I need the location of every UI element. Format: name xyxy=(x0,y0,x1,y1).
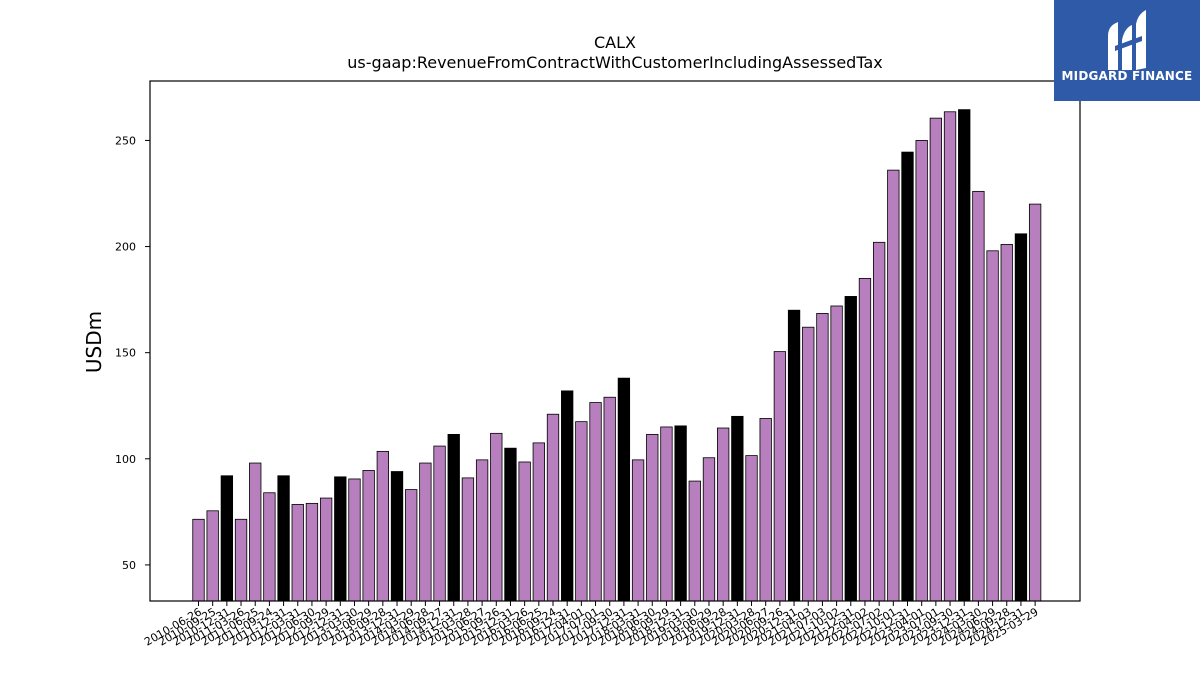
bar-2023-07-01 xyxy=(929,117,943,602)
bar-2013-09-28 xyxy=(376,450,389,602)
bar-2023-09-30 xyxy=(943,111,957,602)
bar-2010-09-25 xyxy=(206,510,219,602)
bar-2013-06-29 xyxy=(362,470,375,602)
bar-2024-03-30 xyxy=(972,190,985,602)
bar-2020-12-31 xyxy=(787,309,801,602)
bar-2010-12-31 xyxy=(220,475,234,602)
bar-2019-03-30 xyxy=(688,480,701,602)
bar-2020-03-28 xyxy=(745,455,758,602)
bar-2014-12-31 xyxy=(447,433,460,602)
bar-2017-07-01 xyxy=(589,402,602,602)
bar-2012-09-29 xyxy=(319,497,333,602)
y-axis-label: USDm xyxy=(82,311,106,373)
bar-2017-12-31 xyxy=(617,377,631,602)
bar-2019-06-29 xyxy=(702,457,716,602)
bar-2014-03-29 xyxy=(405,489,418,602)
bar-2018-09-29 xyxy=(660,426,673,602)
bar-2015-12-31 xyxy=(504,447,517,602)
bar-2025-03-29 xyxy=(1028,203,1042,602)
bar-2021-04-03 xyxy=(802,326,815,602)
bar-2021-07-03 xyxy=(816,313,829,602)
bar-2011-12-31 xyxy=(277,475,290,602)
bar-2015-03-28 xyxy=(461,477,475,602)
midgard-finance-logo: MIDGARD FINANCE xyxy=(1054,0,1200,101)
plot-frame xyxy=(149,80,1081,602)
chart-subtitle: us-gaap:RevenueFromContractWithCustomerI… xyxy=(347,53,882,72)
bar-2018-06-30 xyxy=(646,433,659,602)
bar-2022-10-01 xyxy=(887,169,900,602)
y-tick-label: 150 xyxy=(115,347,136,360)
bar-2022-07-02 xyxy=(872,241,886,602)
bar-2019-09-28 xyxy=(717,427,730,602)
bar-2013-03-30 xyxy=(348,478,361,602)
bar-2016-03-26 xyxy=(518,461,531,602)
bar-2011-09-24 xyxy=(263,492,276,602)
bar-2022-12-31 xyxy=(901,151,914,602)
bar-2017-09-30 xyxy=(603,396,616,602)
y-tick-label: 200 xyxy=(115,241,136,254)
bar-2020-06-27 xyxy=(759,418,772,602)
bar-2019-12-31 xyxy=(731,415,744,602)
bars-group xyxy=(192,109,1042,602)
bar-2021-10-02 xyxy=(830,305,843,602)
bar-2011-03-26 xyxy=(234,518,248,602)
bar-2015-09-26 xyxy=(490,432,503,602)
bar-2018-03-31 xyxy=(631,459,645,602)
bar-2015-06-27 xyxy=(475,459,489,602)
bar-2024-12-31 xyxy=(1014,233,1028,602)
bar-2014-09-27 xyxy=(433,445,446,602)
bar-2012-12-31 xyxy=(334,476,347,602)
bar-2010-06-26 xyxy=(192,518,205,602)
bar-2016-06-25 xyxy=(532,442,545,602)
bar-2012-06-30 xyxy=(305,502,319,602)
bar-2017-04-01 xyxy=(575,421,588,602)
bar-2018-12-31 xyxy=(674,425,687,602)
bar-2016-09-24 xyxy=(546,413,560,602)
y-tick-label: 250 xyxy=(115,134,136,147)
bar-2016-12-31 xyxy=(561,390,574,602)
y-axis: 50 100 150 200 250 xyxy=(115,134,150,572)
bar-2024-06-29 xyxy=(986,250,999,602)
bar-2012-03-31 xyxy=(291,504,304,602)
bar-2022-04-02 xyxy=(858,277,872,602)
y-tick-label: 50 xyxy=(122,559,136,572)
bar-2014-06-28 xyxy=(419,462,432,602)
bar-2020-09-26 xyxy=(773,351,787,602)
bar-2023-12-31 xyxy=(958,109,971,602)
y-tick-label: 100 xyxy=(115,453,136,466)
bar-2023-04-01 xyxy=(915,140,928,602)
chart-title: CALX xyxy=(594,33,636,52)
bar-2011-06-25 xyxy=(249,462,262,602)
bar-2021-12-31 xyxy=(844,296,857,602)
bar-2024-09-28 xyxy=(1000,244,1013,602)
bar-2013-12-31 xyxy=(390,471,404,602)
logo-text: MIDGARD FINANCE xyxy=(1061,69,1193,83)
midgard-finance-logo-icon xyxy=(1108,10,1146,70)
x-axis: 2010-06-262010-09-252010-12-312011-03-26… xyxy=(142,601,1041,649)
